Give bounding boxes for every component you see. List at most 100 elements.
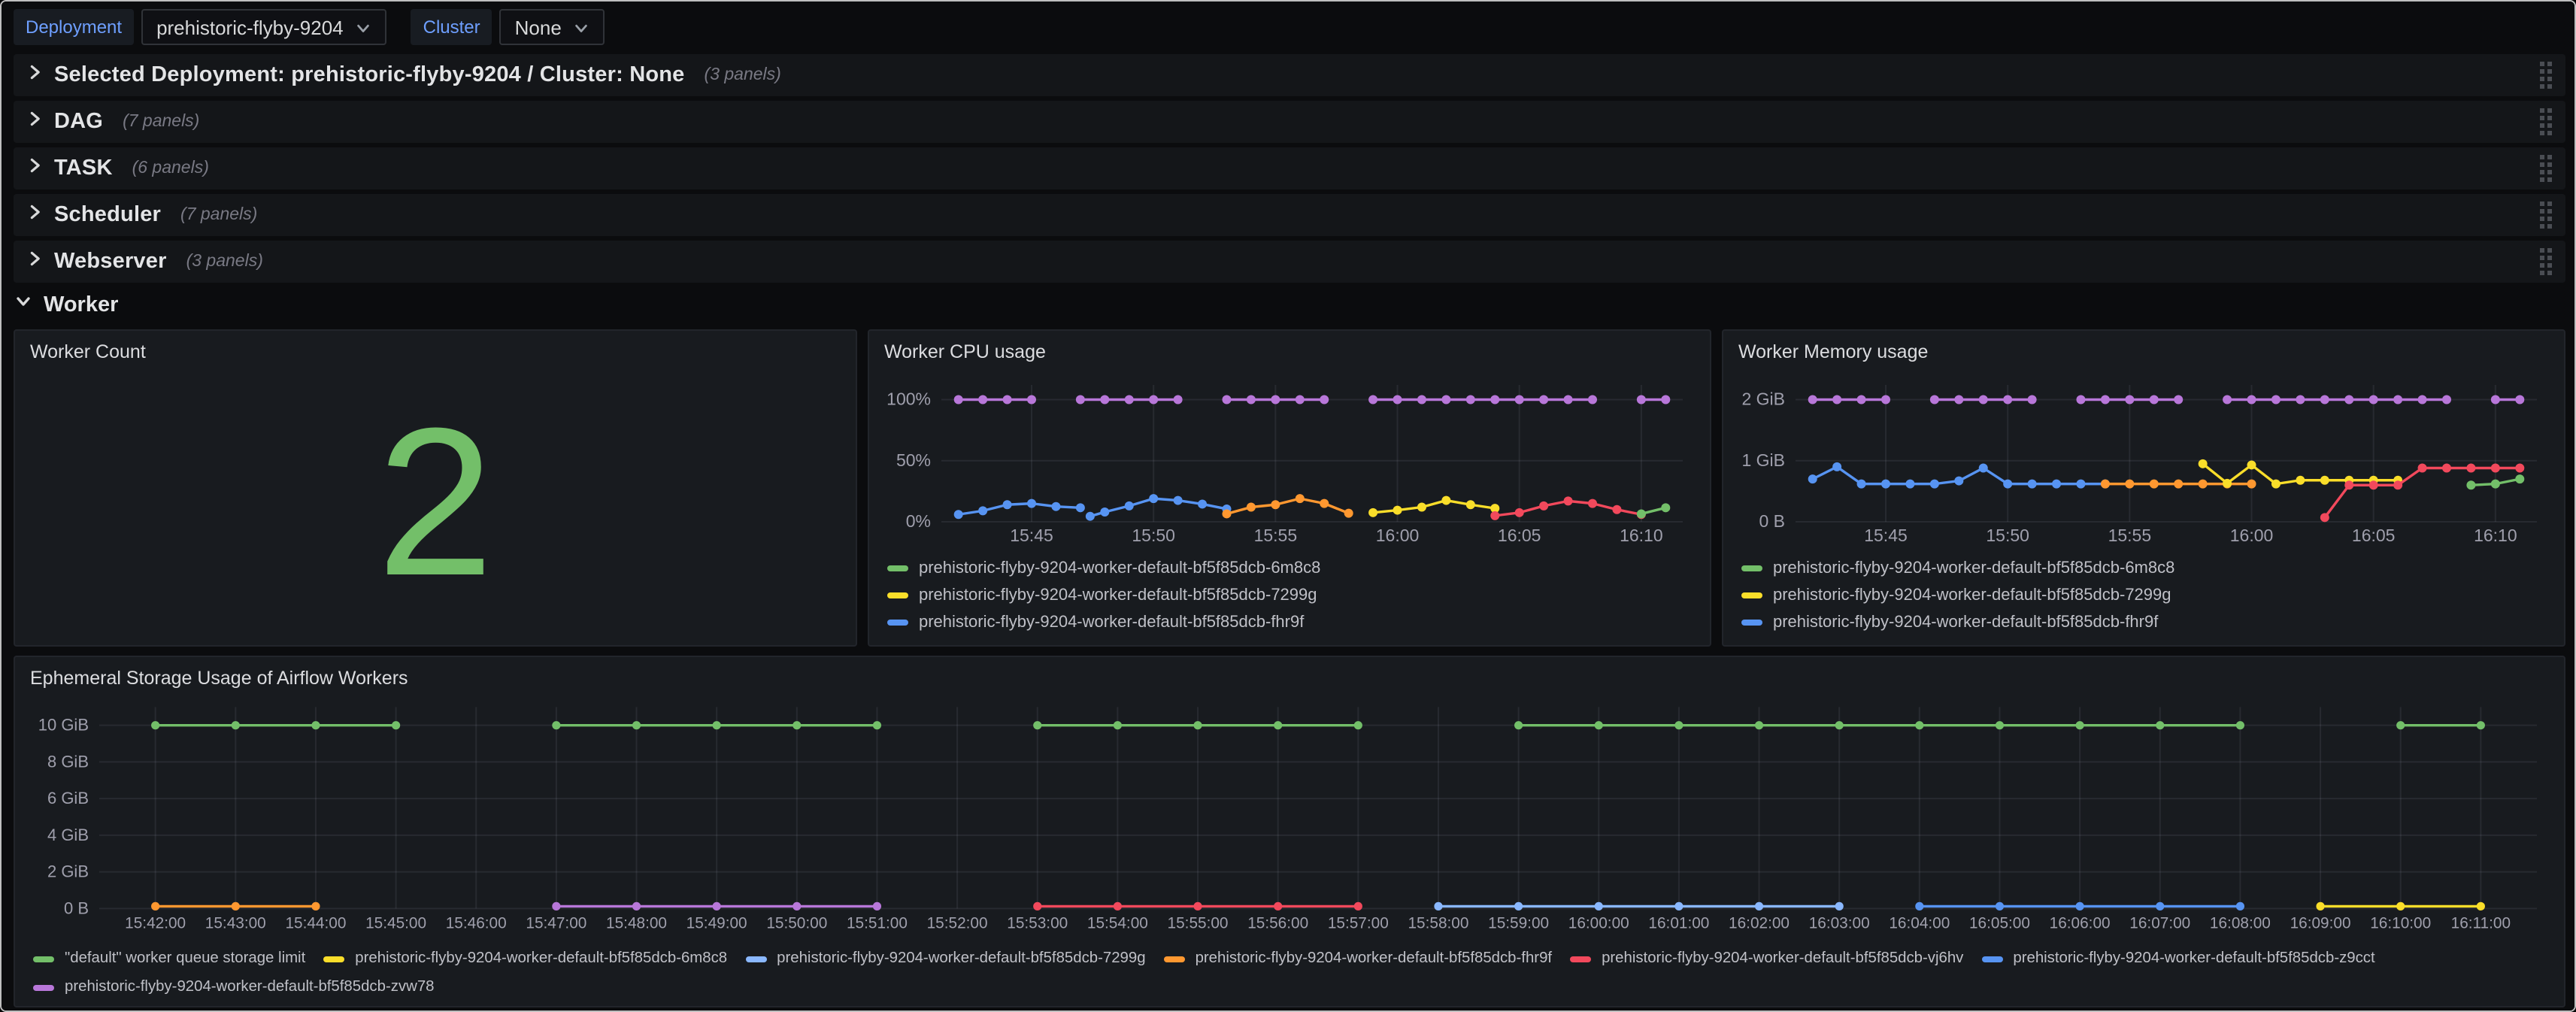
svg-text:15:46:00: 15:46:00: [446, 914, 507, 932]
svg-text:15:56:00: 15:56:00: [1247, 914, 1308, 932]
svg-text:50%: 50%: [896, 450, 931, 470]
dashboard-row-webserver[interactable]: Webserver(3 panels): [14, 241, 2565, 283]
deployment-variable-label: Deployment: [14, 9, 134, 45]
svg-text:10 GiB: 10 GiB: [38, 715, 89, 734]
svg-text:15:59:00: 15:59:00: [1488, 914, 1549, 932]
legend-item[interactable]: prehistoric-flyby-9204-worker-default-bf…: [1741, 614, 2549, 632]
svg-text:16:10: 16:10: [1620, 526, 1663, 545]
row-title: Scheduler: [54, 203, 161, 227]
row-drag-handle[interactable]: [2540, 62, 2552, 89]
panel-title-memory[interactable]: Worker Memory usage: [1738, 338, 2549, 367]
panel-title-worker-count[interactable]: Worker Count: [30, 338, 841, 367]
row-drag-handle[interactable]: [2540, 201, 2552, 229]
chevron-right-icon: [26, 155, 44, 182]
svg-text:16:08:00: 16:08:00: [2210, 914, 2271, 932]
storage-legend: "default" worker queue storage limit preh…: [30, 950, 2549, 997]
svg-text:16:11:00: 16:11:00: [2451, 914, 2511, 932]
legend-item[interactable]: prehistoric-flyby-9204-worker-default-bf…: [1741, 559, 2549, 577]
svg-text:15:52:00: 15:52:00: [927, 914, 988, 932]
legend-item[interactable]: prehistoric-flyby-9204-worker-default-bf…: [887, 559, 1695, 577]
dashboard-row-task[interactable]: TASK (6 panels): [14, 147, 2565, 189]
svg-text:16:00: 16:00: [1376, 526, 1420, 545]
legend-series-label: prehistoric-flyby-9204-worker-default-bf…: [919, 586, 1317, 604]
legend-series-swatch: [33, 956, 54, 962]
row-panel-count: (6 panels): [132, 159, 209, 177]
legend-item[interactable]: prehistoric-flyby-9204-worker-default-bf…: [887, 614, 1695, 632]
cpu-legend: prehistoric-flyby-9204-worker-default-bf…: [884, 559, 1695, 632]
worker-row-title: Worker: [44, 293, 118, 317]
svg-text:4 GiB: 4 GiB: [47, 825, 89, 844]
svg-text:16:06:00: 16:06:00: [2050, 914, 2111, 932]
worker-count-value: 2: [30, 367, 841, 636]
legend-series-swatch: [323, 956, 344, 962]
svg-text:6 GiB: 6 GiB: [47, 789, 89, 807]
dashboard-row-worker[interactable]: Worker: [14, 287, 2565, 323]
legend-item[interactable]: prehistoric-flyby-9204-worker-default-bf…: [745, 950, 1145, 968]
row-panel-count: (3 panels): [705, 66, 781, 84]
svg-text:16:05: 16:05: [2352, 526, 2396, 545]
panel-title-storage[interactable]: Ephemeral Storage Usage of Airflow Worke…: [30, 665, 2549, 692]
chevron-down-icon: [574, 19, 590, 35]
chevron-down-icon: [356, 19, 372, 35]
svg-text:100%: 100%: [886, 389, 931, 409]
legend-series-label: prehistoric-flyby-9204-worker-default-bf…: [1773, 614, 2158, 632]
legend-item[interactable]: prehistoric-flyby-9204-worker-default-bf…: [323, 950, 727, 968]
svg-text:1 GiB: 1 GiB: [1741, 450, 1785, 470]
row-panel-count: (7 panels): [180, 206, 257, 224]
cluster-variable-select[interactable]: None: [500, 9, 605, 45]
row-title: TASK: [54, 156, 113, 180]
legend-item[interactable]: prehistoric-flyby-9204-worker-default-bf…: [1741, 586, 2549, 604]
svg-text:16:05: 16:05: [1498, 526, 1541, 545]
deployment-label-text: Deployment: [26, 17, 122, 38]
row-title: Selected Deployment: prehistoric-flyby-9…: [54, 63, 685, 87]
svg-text:16:02:00: 16:02:00: [1729, 914, 1790, 932]
svg-text:15:43:00: 15:43:00: [205, 914, 266, 932]
panel-worker-memory-usage: Worker Memory usage 0 B1 GiB2 GiB15:4515…: [1722, 329, 2565, 647]
svg-text:15:50:00: 15:50:00: [766, 914, 827, 932]
svg-text:0 B: 0 B: [1759, 511, 1785, 531]
legend-series-swatch: [887, 620, 908, 626]
chevron-down-icon: [14, 292, 33, 319]
svg-text:15:53:00: 15:53:00: [1007, 914, 1068, 932]
svg-text:15:57:00: 15:57:00: [1328, 914, 1389, 932]
legend-series-swatch: [1981, 956, 2002, 962]
svg-text:15:51:00: 15:51:00: [847, 914, 908, 932]
legend-item[interactable]: prehistoric-flyby-9204-worker-default-bf…: [1570, 950, 1963, 968]
legend-item[interactable]: prehistoric-flyby-9204-worker-default-bf…: [1981, 950, 2374, 968]
legend-item[interactable]: prehistoric-flyby-9204-worker-default-bf…: [33, 979, 435, 997]
dashboard-row-dag[interactable]: DAG(7 panels): [14, 101, 2565, 143]
svg-text:15:44:00: 15:44:00: [285, 914, 346, 932]
cluster-label-text: Cluster: [423, 17, 480, 38]
row-drag-handle[interactable]: [2540, 248, 2552, 275]
panel-title-cpu[interactable]: Worker CPU usage: [884, 338, 1695, 367]
svg-text:15:55:00: 15:55:00: [1168, 914, 1229, 932]
dashboard-row-selected-deployment-prehistoric-flyby-92[interactable]: Selected Deployment: prehistoric-flyby-9…: [14, 54, 2565, 96]
legend-item[interactable]: "default" worker queue storage limit: [33, 950, 305, 968]
svg-text:15:42:00: 15:42:00: [125, 914, 186, 932]
svg-text:15:58:00: 15:58:00: [1408, 914, 1468, 932]
legend-series-label: prehistoric-flyby-9204-worker-default-bf…: [919, 559, 1320, 577]
svg-text:15:49:00: 15:49:00: [686, 914, 747, 932]
svg-text:8 GiB: 8 GiB: [47, 752, 89, 771]
legend-series-swatch: [1570, 956, 1591, 962]
svg-text:16:04:00: 16:04:00: [1889, 914, 1950, 932]
svg-text:16:10: 16:10: [2474, 526, 2517, 545]
legend-item[interactable]: prehistoric-flyby-9204-worker-default-bf…: [1164, 950, 1553, 968]
dashboard-row-scheduler[interactable]: Scheduler (7 panels): [14, 194, 2565, 236]
ephemeral-storage-chart: 0 B2 GiB4 GiB6 GiB8 GiB10 GiB15:42:0015:…: [30, 698, 2549, 938]
svg-text:2 GiB: 2 GiB: [1741, 389, 1785, 409]
svg-text:16:01:00: 16:01:00: [1648, 914, 1709, 932]
legend-item[interactable]: prehistoric-flyby-9204-worker-default-bf…: [887, 586, 1695, 604]
svg-text:16:00:00: 16:00:00: [1568, 914, 1629, 932]
row-drag-handle[interactable]: [2540, 108, 2552, 135]
svg-text:15:45: 15:45: [1864, 526, 1908, 545]
deployment-value-text: prehistoric-flyby-9204: [156, 16, 344, 38]
row-drag-handle[interactable]: [2540, 155, 2552, 182]
deployment-variable: Deployment prehistoric-flyby-9204: [14, 9, 387, 45]
chevron-right-icon: [26, 108, 44, 135]
deployment-variable-select[interactable]: prehistoric-flyby-9204: [141, 9, 387, 45]
legend-series-label: prehistoric-flyby-9204-worker-default-bf…: [65, 979, 435, 997]
svg-text:16:00: 16:00: [2230, 526, 2274, 545]
cluster-value-text: None: [515, 16, 562, 38]
svg-text:15:45: 15:45: [1010, 526, 1053, 545]
